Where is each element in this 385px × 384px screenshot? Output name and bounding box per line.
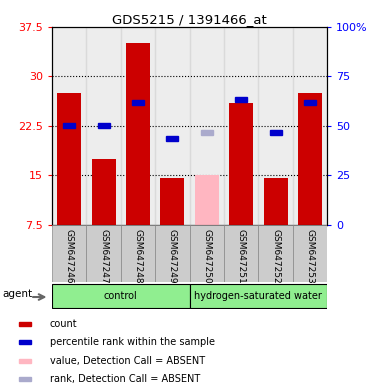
Bar — [304, 100, 316, 105]
Bar — [52, 225, 86, 282]
Bar — [293, 225, 327, 282]
Bar — [121, 27, 155, 225]
Text: count: count — [50, 319, 77, 329]
Text: hydrogen-saturated water: hydrogen-saturated water — [194, 291, 322, 301]
Bar — [189, 27, 224, 225]
Bar — [224, 27, 258, 225]
Bar — [121, 225, 155, 282]
Title: GDS5215 / 1391466_at: GDS5215 / 1391466_at — [112, 13, 267, 26]
Bar — [189, 225, 224, 282]
Bar — [92, 159, 116, 225]
Bar — [224, 225, 258, 282]
Bar — [264, 179, 288, 225]
Bar — [52, 27, 86, 225]
Bar — [229, 103, 253, 225]
Text: GSM647246: GSM647246 — [65, 229, 74, 284]
Bar — [19, 377, 31, 381]
Text: GSM647253: GSM647253 — [306, 229, 315, 284]
Text: rank, Detection Call = ABSENT: rank, Detection Call = ABSENT — [50, 374, 200, 384]
Bar — [132, 100, 144, 105]
Bar — [235, 97, 247, 102]
Text: GSM647251: GSM647251 — [237, 229, 246, 284]
Bar — [86, 27, 121, 225]
Bar — [19, 359, 31, 362]
Bar — [155, 27, 190, 225]
Bar — [19, 322, 31, 326]
Bar — [63, 123, 75, 128]
Bar — [298, 93, 322, 225]
Text: control: control — [104, 291, 138, 301]
Bar — [97, 123, 110, 128]
Bar — [161, 179, 184, 225]
Text: GSM647250: GSM647250 — [202, 229, 211, 284]
Bar — [52, 283, 189, 308]
Bar — [270, 130, 282, 135]
Bar — [258, 225, 293, 282]
Text: agent: agent — [3, 289, 33, 300]
Bar — [189, 283, 327, 308]
Text: GSM647247: GSM647247 — [99, 229, 108, 284]
Text: percentile rank within the sample: percentile rank within the sample — [50, 338, 215, 348]
Bar — [195, 175, 219, 225]
Text: GSM647248: GSM647248 — [134, 229, 142, 284]
Text: GSM647252: GSM647252 — [271, 229, 280, 284]
Text: value, Detection Call = ABSENT: value, Detection Call = ABSENT — [50, 356, 205, 366]
Bar — [258, 27, 293, 225]
Bar — [201, 130, 213, 135]
Bar — [293, 27, 327, 225]
Bar — [126, 43, 150, 225]
Bar — [86, 225, 121, 282]
Text: GSM647249: GSM647249 — [168, 229, 177, 284]
Bar — [155, 225, 190, 282]
Bar — [166, 136, 178, 141]
Bar — [19, 340, 31, 344]
Bar — [57, 93, 81, 225]
